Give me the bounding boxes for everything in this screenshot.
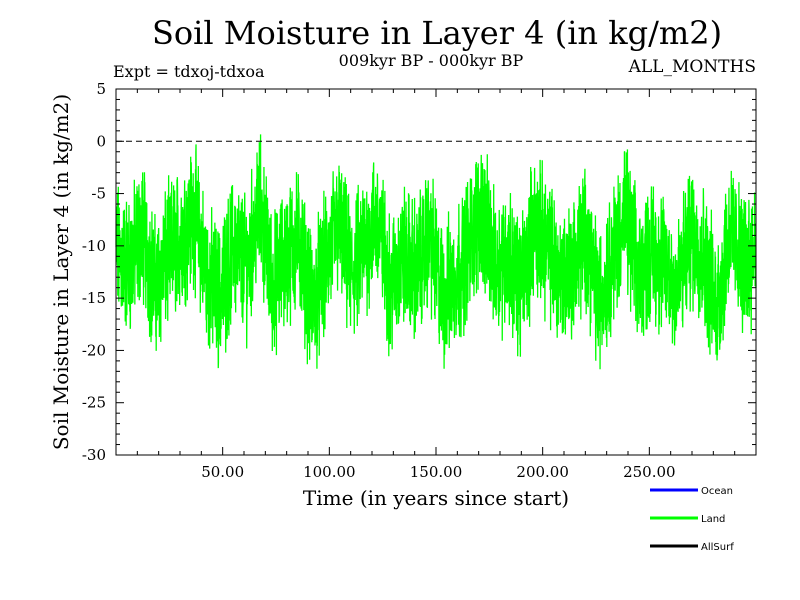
- y-tick-label: 5: [96, 80, 106, 98]
- y-tick-label: -15: [82, 289, 106, 307]
- legend-label-ocean: Ocean: [701, 486, 733, 497]
- plot-area: [115, 134, 757, 370]
- x-axis-label: Time (in years since start): [302, 486, 570, 510]
- y-tick-label: -5: [91, 185, 106, 203]
- x-tick-label: 100.00: [303, 463, 356, 481]
- experiment-label: Expt = tdxoj-tdxoa: [113, 62, 265, 81]
- period-label: ALL_MONTHS: [628, 57, 756, 77]
- legend-label-allsurf: AllSurf: [701, 542, 734, 553]
- chart-title: Soil Moisture in Layer 4 (in kg/m2): [151, 14, 723, 52]
- axes: 50.00 100.00 150.00 200.00 250.00 5 0 -5 -10 -15 -…: [82, 80, 757, 481]
- y-tick-label: -30: [82, 446, 106, 464]
- y-tick-label: -20: [82, 341, 106, 359]
- y-tick-label: -25: [82, 394, 106, 412]
- x-tick-label: 150.00: [410, 463, 463, 481]
- legend: Ocean Land AllSurf: [650, 486, 734, 553]
- x-tick-label: 50.00: [201, 463, 244, 481]
- legend-label-land: Land: [701, 514, 725, 525]
- x-tick-label: 200.00: [516, 463, 569, 481]
- y-tick-label: 0: [96, 132, 106, 150]
- x-tick-label: 250.00: [623, 463, 676, 481]
- y-tick-label: -10: [82, 237, 106, 255]
- chart-subtitle: 009kyr BP - 000kyr BP: [338, 51, 524, 70]
- series-line-land: [115, 134, 757, 370]
